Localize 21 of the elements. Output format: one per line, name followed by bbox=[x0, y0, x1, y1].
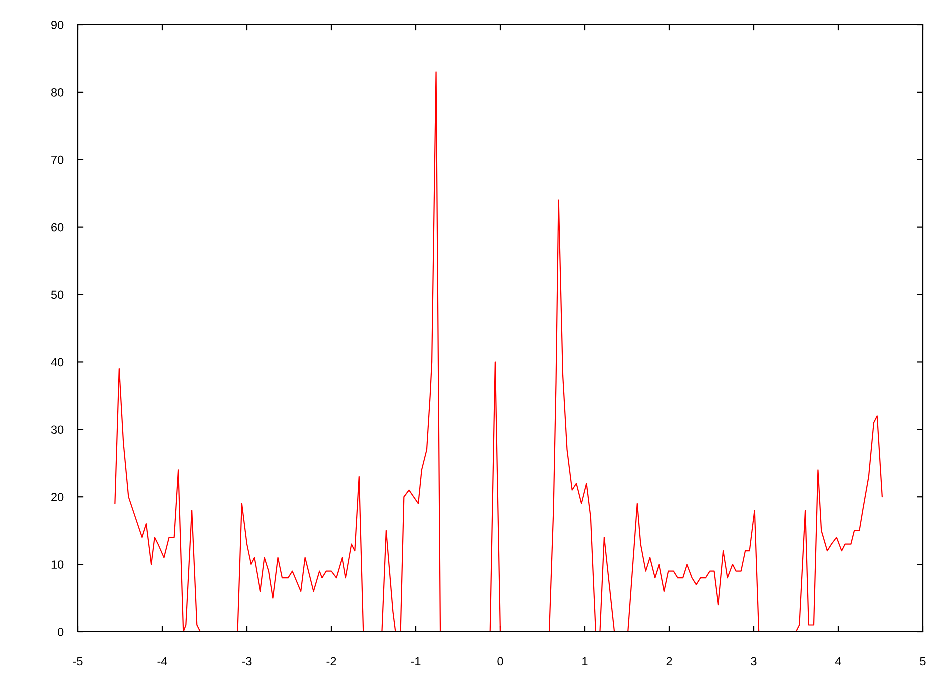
x-tick-label: 5 bbox=[920, 657, 926, 666]
y-tick-label: 90 bbox=[52, 21, 64, 30]
x-tick-label: -4 bbox=[158, 657, 168, 666]
y-tick-label: 20 bbox=[52, 493, 64, 502]
y-tick-label: 30 bbox=[51, 426, 64, 434]
x-tick-label: 2 bbox=[666, 657, 672, 666]
y-tick-label: 40 bbox=[51, 358, 64, 367]
x-tick-label: 4 bbox=[835, 657, 842, 666]
x-tick-label: 0 bbox=[498, 657, 504, 666]
x-tick-label: 1 bbox=[582, 657, 588, 666]
y-tick-label: 70 bbox=[52, 156, 64, 164]
x-tick-label: -3 bbox=[242, 657, 252, 666]
x-tick-label: -2 bbox=[326, 657, 336, 666]
x-tick-label: -1 bbox=[411, 657, 421, 666]
y-tick-label: 60 bbox=[52, 223, 64, 232]
y-tick-label: 0 bbox=[58, 628, 64, 636]
y-tick-label: 50 bbox=[51, 290, 64, 300]
y-tick-label: 10 bbox=[52, 560, 64, 569]
x-tick-label: 3 bbox=[751, 657, 757, 666]
y-tick-label: 80 bbox=[51, 88, 64, 97]
x-tick-label: -5 bbox=[73, 657, 83, 666]
